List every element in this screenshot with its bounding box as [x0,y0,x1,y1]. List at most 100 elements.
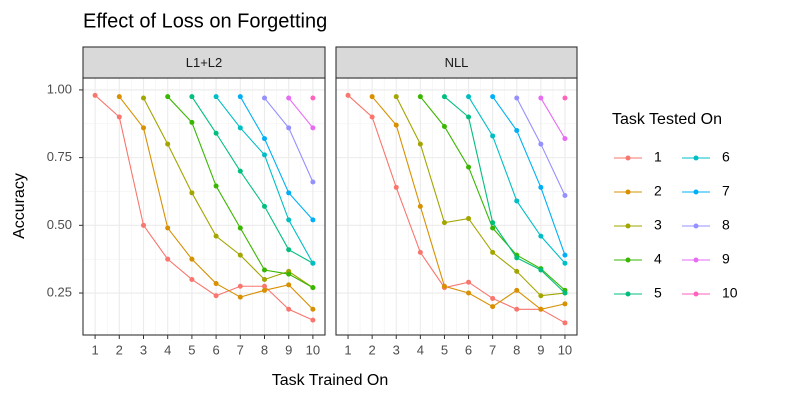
series-line [540,97,566,139]
legend-label: 8 [722,217,730,233]
x-tick-label: 10 [306,342,320,357]
legend-key-point [625,155,631,161]
x-tick-label: 6 [212,342,219,357]
panel: NLL [335,46,578,336]
data-point [310,95,316,101]
data-point [189,94,195,100]
data-point [466,216,472,222]
data-point [538,233,544,239]
legend-key-point [625,291,631,297]
y-tick-label: 1.00 [47,81,72,96]
strip-label: L1+L2 [186,55,223,70]
x-tick-label: 7 [237,342,244,357]
data-point [141,222,146,228]
data-point [538,293,544,299]
data-point [141,95,146,101]
legend-title: Task Tested On [612,111,722,128]
data-point [310,285,316,291]
data-point [562,95,568,101]
data-point [262,267,267,273]
data-point [237,283,243,289]
data-point [393,184,399,190]
data-point [237,252,243,258]
data-point [562,320,568,326]
series-line [94,94,314,321]
x-tick-label: 1 [91,342,98,357]
data-point [417,141,423,147]
legend-key-point [693,189,699,195]
data-point [213,130,219,136]
series-line [492,96,566,256]
data-point [286,95,292,101]
data-point [466,114,472,120]
y-tick-label: 0.50 [47,217,72,232]
data-point [141,125,146,131]
legend-key-point [625,257,631,263]
data-point [262,152,267,158]
x-tick-label: 9 [285,342,292,357]
data-point [237,225,243,231]
data-point [514,255,520,261]
data-point [417,203,423,209]
data-point [514,198,520,204]
data-point [262,95,267,101]
data-point [514,306,520,312]
legend-key-point [693,291,699,297]
series-line [143,97,314,289]
data-point [393,94,399,100]
legend-label: 7 [722,183,730,199]
data-point [262,276,267,282]
data-point [514,95,520,101]
chart-title: Effect of Loss on Forgetting [83,10,327,32]
x-tick-label: 10 [558,342,572,357]
data-point [189,190,195,196]
data-point [237,94,243,100]
series-line [395,96,566,297]
x-tick-label: 8 [513,342,520,357]
y-axis-label: Accuracy [11,173,28,239]
legend-label: 3 [654,217,662,233]
legend-key-point [693,223,699,229]
x-tick-label: 4 [164,342,171,357]
data-point [466,94,472,100]
data-point [466,279,472,285]
x-tick-label: 6 [465,342,472,357]
data-point [262,283,267,289]
legend-key-point [625,189,631,195]
data-point [490,304,496,310]
strip [82,46,326,79]
data-point [417,249,423,255]
data-point [310,317,316,323]
data-point [262,203,267,209]
data-point [562,260,568,266]
data-point [310,125,316,131]
data-point [562,136,568,142]
data-point [116,94,122,100]
y-tick-label: 0.75 [47,149,72,164]
data-point [490,94,496,100]
data-point [538,306,544,312]
data-point [213,233,219,239]
series-line [239,96,314,221]
data-point [441,220,447,226]
legend-label: 6 [722,149,730,165]
data-point [286,190,292,196]
data-point [562,290,568,296]
data-point [441,283,447,289]
data-point [189,119,195,125]
data-point [417,94,423,100]
data-point [286,282,292,288]
series-line [444,96,566,294]
strip [335,46,578,79]
data-point [538,267,544,273]
data-point [262,136,267,142]
series-line [191,96,314,264]
data-point [116,114,122,120]
data-point [369,94,375,100]
data-point [286,125,292,131]
data-point [310,260,316,266]
data-point [369,114,375,120]
data-point [165,256,171,262]
